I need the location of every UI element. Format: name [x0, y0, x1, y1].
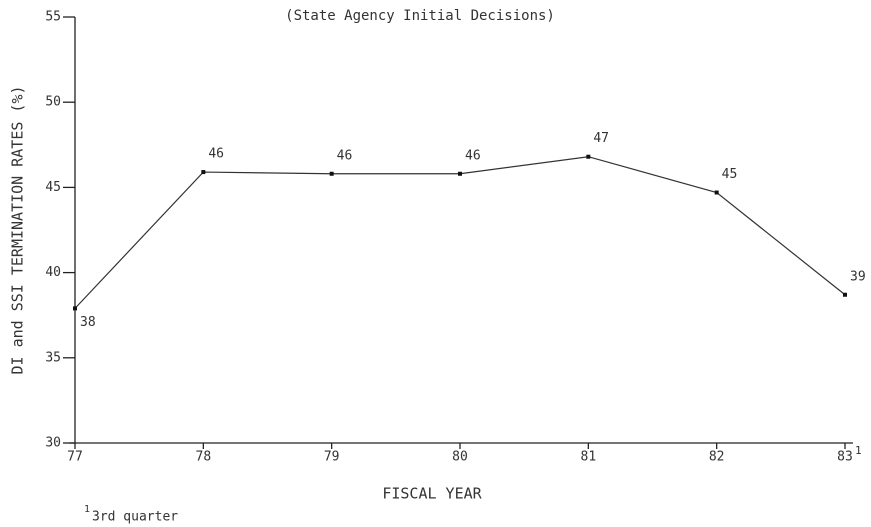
x-tick-footnote-marker: 1 — [855, 444, 862, 457]
data-point — [843, 292, 847, 297]
data-label: 46 — [465, 148, 481, 163]
data-label: 39 — [850, 269, 866, 284]
y-tick-label: 45 — [45, 180, 61, 195]
data-label: 45 — [722, 167, 738, 182]
data-point — [201, 170, 206, 175]
y-tick-label: 40 — [45, 265, 61, 280]
data-point — [458, 171, 462, 176]
y-tick-label: 30 — [45, 436, 61, 451]
y-tick-label: 55 — [45, 10, 61, 25]
y-tick-label: 50 — [45, 95, 61, 110]
data-label: 38 — [80, 315, 96, 330]
x-tick-label: 80 — [452, 450, 468, 465]
data-point — [714, 190, 719, 195]
data-label: 46 — [208, 147, 224, 162]
data-point — [586, 154, 591, 159]
y-axis-label: DI and SSI TERMINATION RATES (%) — [9, 86, 27, 375]
footnote-text: 3rd quarter — [92, 510, 178, 525]
data-label: 47 — [593, 131, 609, 146]
y-tick-label: 35 — [45, 350, 61, 365]
chart-title: (State Agency Initial Decisions) — [285, 8, 555, 24]
footnote-marker: 1 — [84, 504, 90, 515]
data-label: 46 — [337, 148, 353, 163]
data-point — [73, 306, 77, 311]
x-tick-label: 83 — [837, 450, 853, 465]
x-axis-label: FISCAL YEAR — [382, 485, 482, 503]
x-tick-label: 82 — [709, 450, 725, 465]
x-tick-label: 79 — [324, 450, 340, 465]
x-tick-label: 77 — [67, 450, 83, 465]
x-tick-label: 81 — [581, 450, 597, 465]
data-point — [329, 171, 334, 176]
x-tick-label: 78 — [196, 450, 212, 465]
